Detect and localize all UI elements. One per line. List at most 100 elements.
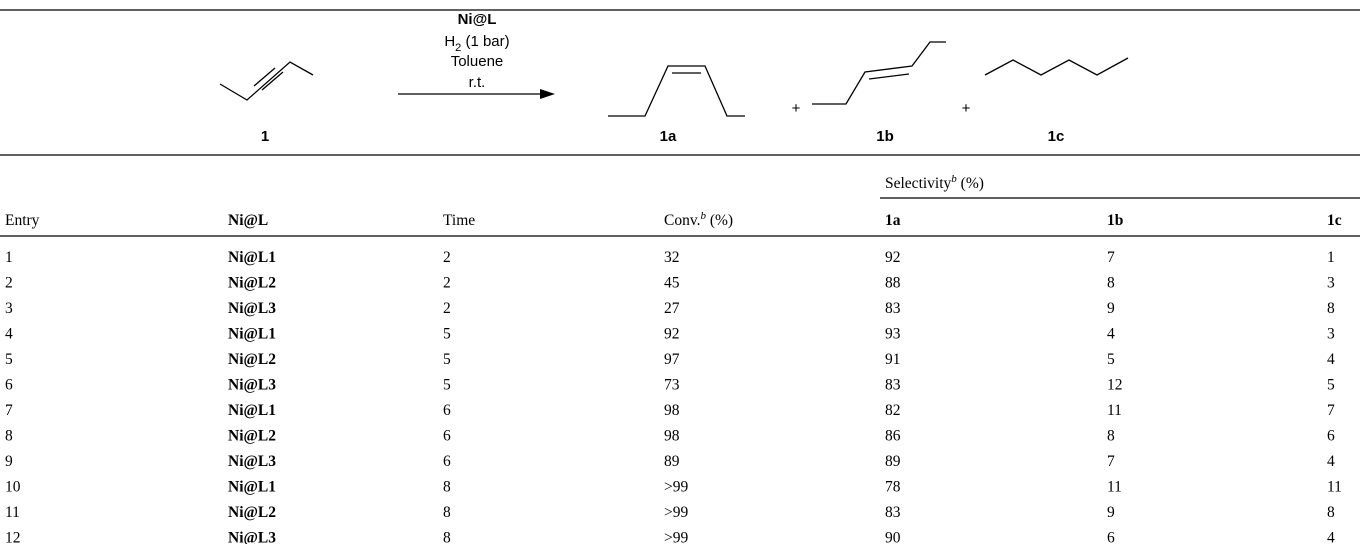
cell: 9	[1107, 300, 1115, 317]
cell: 5	[1107, 351, 1115, 368]
cell: 6	[1327, 428, 1335, 445]
cell: Ni@L1	[228, 402, 276, 419]
selectivity-header: Selectivityb (%)	[885, 173, 984, 192]
cell: 11	[1107, 402, 1122, 419]
header: 1b	[1107, 212, 1123, 229]
cell: 3	[5, 300, 13, 317]
cell: 83	[885, 300, 901, 317]
cell: 98	[664, 428, 680, 445]
cell: 5	[443, 351, 451, 368]
header: 1a	[885, 212, 901, 229]
cell: 2	[5, 275, 13, 292]
cell: 7	[1107, 249, 1115, 266]
cell: 7	[1107, 453, 1115, 470]
cell: 6	[443, 428, 451, 445]
cell: 6	[443, 453, 451, 470]
cell: 92	[885, 249, 901, 266]
molecule-1c	[984, 57, 1129, 76]
cell: 32	[664, 249, 680, 266]
cell: 5	[443, 326, 451, 343]
cell: 4	[1327, 351, 1335, 368]
cell: 5	[1327, 377, 1335, 394]
cell: Ni@L1	[228, 479, 276, 496]
cell: 83	[885, 504, 901, 521]
cell: 8	[5, 428, 13, 445]
arrow-head	[540, 89, 555, 99]
compound-label: 1a	[660, 128, 677, 145]
cell: 4	[1327, 530, 1335, 544]
cell: 86	[885, 428, 901, 445]
cell: 4	[5, 326, 13, 343]
cell: 83	[885, 377, 901, 394]
cell: 3	[1327, 275, 1335, 292]
cell: 98	[664, 402, 680, 419]
double-bond	[868, 73, 910, 80]
cell: >99	[664, 504, 688, 521]
header-text: Selectivity	[885, 175, 952, 192]
scheme: + + Ni@L H2 (1 bar) Toluene r.t. 1 1a 1b…	[219, 11, 1129, 145]
cell: Ni@L2	[228, 504, 276, 521]
cell: 8	[443, 504, 451, 521]
gas-rest: (1 bar)	[461, 33, 509, 50]
triple-bond	[253, 67, 276, 87]
cell: 90	[885, 530, 901, 544]
cell: 93	[885, 326, 901, 343]
header-sup: b	[951, 173, 957, 185]
cell: 6	[443, 402, 451, 419]
gas-sub: 2	[455, 42, 461, 54]
header-unit: (%)	[706, 212, 733, 229]
cell: Ni@L3	[228, 453, 276, 470]
cell: 97	[664, 351, 680, 368]
cell: 4	[1107, 326, 1115, 343]
cell: >99	[664, 479, 688, 496]
cell: 2	[443, 300, 451, 317]
cell: 89	[664, 453, 680, 470]
cell: 82	[885, 402, 901, 419]
cell: 8	[443, 479, 451, 496]
cell: 8	[443, 530, 451, 544]
plus: +	[792, 100, 801, 117]
cell: 11	[1107, 479, 1122, 496]
cell: 12	[5, 530, 21, 544]
compound-label: 1c	[1048, 128, 1065, 145]
cell: Ni@L3	[228, 377, 276, 394]
molecule-1	[219, 61, 314, 101]
header: 1c	[1327, 212, 1342, 229]
cell: 91	[885, 351, 901, 368]
cell: 73	[664, 377, 680, 394]
compound-label: 1	[261, 128, 269, 145]
cell: 10	[5, 479, 21, 496]
cell: Ni@L1	[228, 249, 276, 266]
header: Ni@L	[228, 212, 268, 229]
header-unit: (%)	[957, 175, 984, 192]
cell: 7	[1327, 402, 1335, 419]
molecule-1a	[608, 65, 745, 117]
plus: +	[962, 100, 971, 117]
cell: >99	[664, 530, 688, 544]
conversion-header: Conv.b (%)	[664, 210, 733, 229]
cell: 6	[5, 377, 13, 394]
cell: Ni@L3	[228, 300, 276, 317]
cell: 1	[5, 249, 13, 266]
cell: 2	[443, 275, 451, 292]
compound-label: 1b	[876, 128, 894, 145]
cell: 5	[5, 351, 13, 368]
cell: 78	[885, 479, 901, 496]
gas-text: H	[444, 33, 455, 50]
cell: 89	[885, 453, 901, 470]
cell: 9	[1107, 504, 1115, 521]
cell: Ni@L1	[228, 326, 276, 343]
temperature: r.t.	[469, 74, 486, 91]
cell: 8	[1107, 428, 1115, 445]
cell: 8	[1327, 504, 1335, 521]
cell: 11	[5, 504, 20, 521]
molecule-1b	[812, 41, 946, 105]
cell: Ni@L2	[228, 275, 276, 292]
header: Entry	[5, 212, 40, 229]
cell: 8	[1327, 300, 1335, 317]
solvent: Toluene	[451, 53, 504, 70]
cell: 7	[5, 402, 13, 419]
catalyst: Ni@L	[458, 11, 497, 28]
cell: 9	[5, 453, 13, 470]
